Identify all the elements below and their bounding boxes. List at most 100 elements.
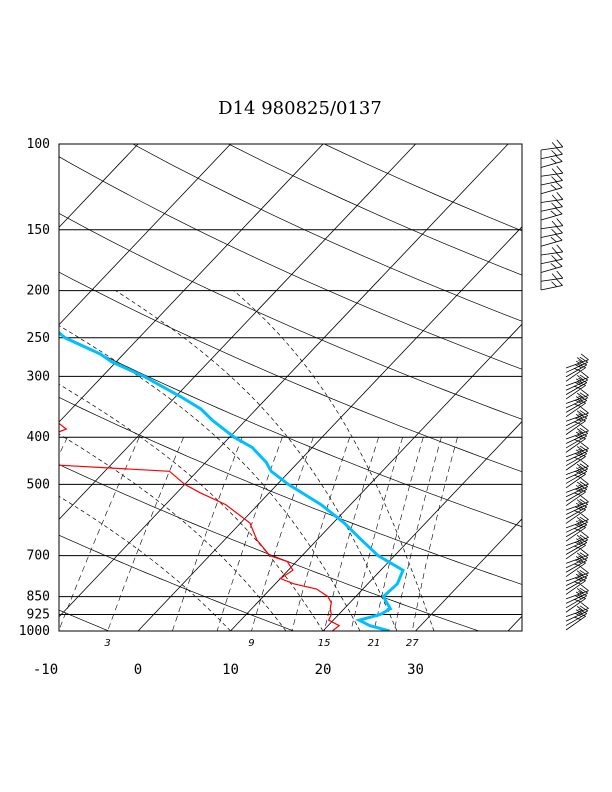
wind-barb-flag: [576, 463, 584, 469]
wind-barbs: [540, 139, 589, 631]
wind-barb-flag: [554, 181, 563, 188]
wind-barb-flag: [576, 570, 584, 576]
wind-barb-flag: [576, 392, 584, 398]
dry-adiabat-line: [324, 144, 522, 232]
mixing-ratio-label: 9: [248, 638, 254, 649]
wind-barb-flag: [573, 421, 581, 425]
temperature-tick-label: 0: [134, 662, 142, 678]
wind-barb: [565, 487, 586, 506]
wind-barb-flag: [575, 520, 583, 526]
wind-barb-flag: [573, 545, 581, 549]
wind-barb-flag: [576, 552, 584, 558]
wind-barb: [540, 154, 563, 168]
wind-barb-flag: [576, 446, 584, 451]
wind-barb-staff: [565, 379, 588, 391]
wind-barb-flag: [551, 150, 557, 156]
wind-barb-flag: [579, 481, 588, 487]
wind-barb: [540, 173, 563, 186]
wind-barb-flag: [578, 608, 587, 614]
wind-barb-staff: [565, 397, 588, 409]
wind-barb-flag: [574, 399, 582, 404]
wind-barb: [565, 431, 587, 449]
wind-barb-flag: [550, 184, 557, 190]
wind-barb-staff: [565, 592, 588, 604]
wind-barb-flag: [576, 416, 586, 422]
wind-barb-flag: [551, 273, 558, 280]
wind-barb: [540, 270, 564, 282]
wind-barb-flag: [556, 270, 564, 279]
wind-barb: [565, 434, 586, 453]
mixing-ratio-line: [411, 437, 458, 631]
wind-barb-staff: [565, 491, 586, 506]
wind-barb-flag: [576, 541, 586, 546]
wind-barb-flag: [575, 485, 583, 490]
pressure-tick-label: 100: [27, 137, 50, 152]
wind-barb-flag: [573, 581, 581, 585]
wind-barb-flag: [554, 233, 563, 241]
mixing-ratio-line: [393, 437, 442, 631]
wind-barb-flag: [574, 364, 582, 369]
wind-barb-flag: [575, 449, 583, 454]
wind-barb-flag: [556, 191, 564, 200]
wind-barb-staff: [540, 251, 563, 256]
wind-barb-flag: [580, 353, 589, 361]
pressure-tick-label: 1000: [19, 624, 50, 639]
wind-barb: [565, 470, 586, 489]
wind-barb-flag: [578, 377, 587, 383]
wind-barb: [565, 381, 586, 400]
wind-barb-staff: [565, 432, 588, 444]
wind-barb-flag: [579, 569, 588, 576]
wind-barb-staff: [540, 206, 563, 212]
mixing-ratio-line: [323, 437, 379, 631]
wind-barb: [565, 416, 586, 435]
wind-barb-flag: [550, 236, 557, 243]
mixing-ratio-line: [291, 437, 350, 631]
wind-barb-staff: [540, 266, 563, 273]
wind-barb: [565, 558, 586, 578]
wind-barb-flag: [554, 154, 563, 162]
wind-barb-flag: [580, 495, 589, 503]
wind-barb-staff: [540, 285, 563, 291]
wind-barb: [540, 139, 564, 151]
chart-title: D14 980825/0137: [218, 98, 382, 119]
wind-barb-flag: [575, 556, 583, 561]
mixing-ratio-line: [251, 437, 314, 631]
wind-barb-flag: [556, 218, 564, 226]
wind-barb-flag: [555, 147, 563, 155]
wind-barb: [565, 569, 588, 586]
wind-barb-flag: [573, 456, 581, 461]
wind-barb-staff: [565, 521, 588, 533]
wind-barb: [540, 259, 563, 273]
wind-barb-flag: [551, 228, 557, 235]
isotherm-line: [59, 144, 416, 520]
wind-barb-flag: [551, 220, 558, 227]
wind-barb-staff: [565, 456, 586, 471]
temperature-tick-label: 30: [407, 662, 424, 678]
wind-barb-staff: [540, 153, 563, 160]
wind-barb-flag: [575, 538, 583, 543]
wind-barb: [565, 516, 588, 533]
wind-barb-flag: [576, 517, 584, 523]
mixing-ratio-line: [172, 437, 243, 631]
moist-adiabats: [59, 290, 435, 631]
wind-barb-flag: [578, 591, 587, 597]
wind-barb: [565, 576, 586, 595]
wind-barb: [565, 541, 586, 560]
pressure-tick-label: 200: [27, 284, 50, 299]
temperature-tick-label: 20: [315, 662, 332, 678]
wind-barb-flag: [573, 474, 581, 478]
wind-barb-staff: [565, 527, 586, 542]
wind-barb-staff: [565, 539, 588, 551]
wind-barb-flag: [573, 510, 581, 514]
isotherm-line: [137, 226, 522, 631]
wind-barb: [565, 374, 588, 391]
wind-barb: [540, 225, 563, 238]
wind-barb: [565, 523, 586, 542]
wind-barb: [540, 252, 563, 265]
wind-barb: [565, 519, 587, 538]
wind-barb: [565, 363, 586, 382]
wind-barb-flag: [579, 498, 588, 505]
wind-barb-flag: [578, 395, 587, 401]
wind-barb: [565, 448, 587, 467]
wind-barb-flag: [574, 435, 582, 440]
